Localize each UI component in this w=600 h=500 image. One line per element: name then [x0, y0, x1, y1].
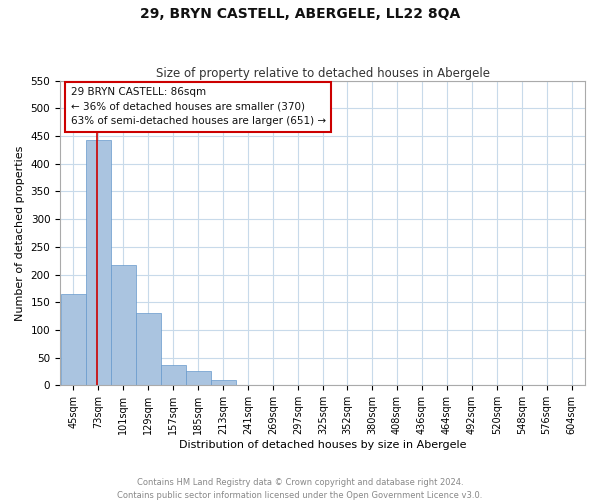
- Text: Contains HM Land Registry data © Crown copyright and database right 2024.
Contai: Contains HM Land Registry data © Crown c…: [118, 478, 482, 500]
- Bar: [559, 385, 584, 386]
- Bar: [161, 365, 186, 386]
- Text: 29, BRYN CASTELL, ABERGELE, LL22 8QA: 29, BRYN CASTELL, ABERGELE, LL22 8QA: [140, 8, 460, 22]
- Bar: [86, 140, 111, 386]
- X-axis label: Distribution of detached houses by size in Abergele: Distribution of detached houses by size …: [179, 440, 466, 450]
- Bar: [211, 380, 236, 386]
- Bar: [236, 385, 260, 386]
- Bar: [186, 371, 211, 386]
- Text: 29 BRYN CASTELL: 86sqm
← 36% of detached houses are smaller (370)
63% of semi-de: 29 BRYN CASTELL: 86sqm ← 36% of detached…: [71, 87, 326, 126]
- Bar: [111, 264, 136, 386]
- Title: Size of property relative to detached houses in Abergele: Size of property relative to detached ho…: [155, 66, 490, 80]
- Bar: [335, 385, 359, 386]
- Bar: [61, 294, 86, 386]
- Bar: [136, 314, 161, 386]
- Y-axis label: Number of detached properties: Number of detached properties: [15, 146, 25, 320]
